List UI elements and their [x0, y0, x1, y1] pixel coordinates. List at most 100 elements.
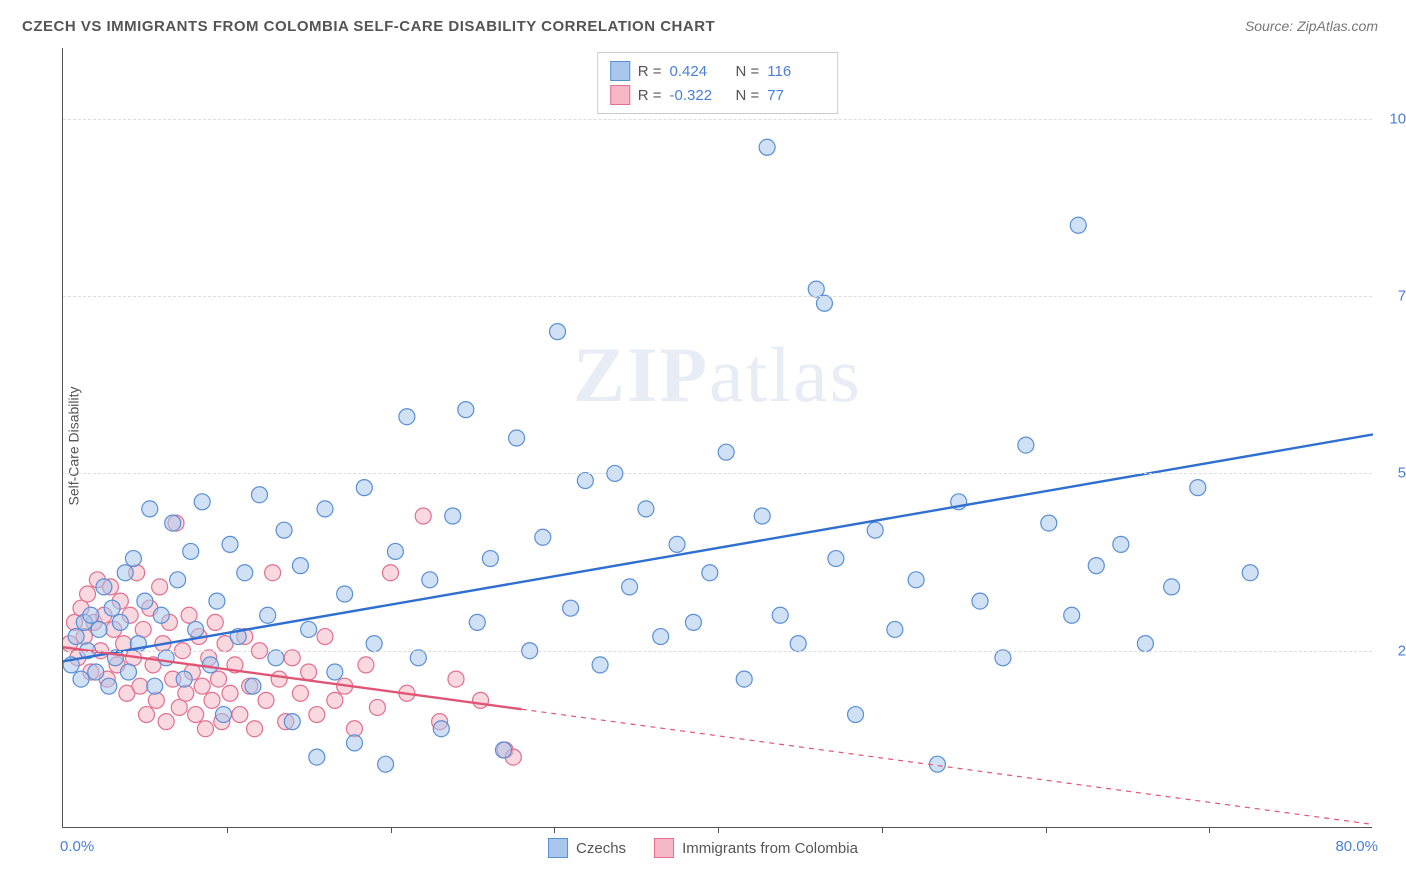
scatter-point-czechs — [268, 650, 284, 666]
scatter-point-czechs — [669, 536, 685, 552]
scatter-point-czechs — [183, 543, 199, 559]
scatter-point-colombia — [232, 707, 248, 723]
scatter-point-czechs — [117, 565, 133, 581]
scatter-point-czechs — [137, 593, 153, 609]
scatter-point-czechs — [638, 501, 654, 517]
scatter-point-czechs — [176, 671, 192, 687]
y-tick-label: 5.0% — [1377, 465, 1406, 482]
scatter-point-czechs — [754, 508, 770, 524]
scatter-svg-layer — [63, 48, 1373, 828]
legend-row-colombia: R =-0.322N =77 — [610, 83, 826, 107]
scatter-point-czechs — [121, 664, 137, 680]
legend-swatch — [548, 838, 568, 858]
y-tick-label: 2.5% — [1377, 642, 1406, 659]
scatter-point-colombia — [194, 678, 210, 694]
scatter-point-czechs — [73, 671, 89, 687]
scatter-point-czechs — [772, 607, 788, 623]
scatter-point-czechs — [170, 572, 186, 588]
scatter-point-czechs — [292, 558, 308, 574]
scatter-point-colombia — [178, 685, 194, 701]
legend-row-czechs: R = 0.424 N = 116 — [610, 59, 826, 83]
scatter-point-colombia — [369, 699, 385, 715]
scatter-point-colombia — [301, 664, 317, 680]
x-axis-origin-label: 0.0% — [60, 838, 94, 855]
scatter-point-czechs — [808, 281, 824, 297]
correlation-legend: R = 0.424 N = 116 R =-0.322N =77 — [597, 52, 839, 114]
legend-bottom-item: Czechs — [548, 838, 626, 858]
scatter-point-czechs — [653, 629, 669, 645]
scatter-point-czechs — [317, 501, 333, 517]
legend-n-label: N = — [736, 63, 760, 80]
scatter-point-czechs — [1242, 565, 1258, 581]
gridline-horizontal — [63, 651, 1372, 652]
trend-line-czechs — [63, 434, 1373, 661]
scatter-point-czechs — [91, 621, 107, 637]
gridline-horizontal — [63, 473, 1372, 474]
scatter-point-czechs — [125, 551, 141, 567]
scatter-point-colombia — [171, 699, 187, 715]
scatter-point-czechs — [209, 593, 225, 609]
legend-bottom-label: Czechs — [576, 840, 626, 857]
scatter-point-czechs — [702, 565, 718, 581]
scatter-point-czechs — [563, 600, 579, 616]
scatter-point-colombia — [80, 586, 96, 602]
scatter-point-colombia — [181, 607, 197, 623]
scatter-point-colombia — [284, 650, 300, 666]
scatter-point-czechs — [399, 409, 415, 425]
scatter-point-colombia — [148, 692, 164, 708]
scatter-point-colombia — [158, 714, 174, 730]
scatter-point-colombia — [415, 508, 431, 524]
scatter-point-czechs — [1190, 480, 1206, 496]
scatter-point-czechs — [495, 742, 511, 758]
x-tick — [1046, 827, 1047, 833]
legend-r-label: R = — [638, 87, 662, 104]
scatter-point-czechs — [188, 621, 204, 637]
legend-swatch — [610, 61, 630, 81]
legend-r-value: 0.424 — [670, 63, 728, 80]
legend-n-value: 116 — [767, 63, 825, 80]
legend-n-label: N = — [736, 87, 760, 104]
scatter-point-colombia — [448, 671, 464, 687]
scatter-point-czechs — [887, 621, 903, 637]
scatter-point-czechs — [1137, 636, 1153, 652]
scatter-point-colombia — [292, 685, 308, 701]
scatter-point-colombia — [358, 657, 374, 673]
chart-title: CZECH VS IMMIGRANTS FROM COLOMBIA SELF-C… — [22, 18, 715, 35]
legend-r-label: R = — [638, 63, 662, 80]
scatter-point-czechs — [816, 295, 832, 311]
scatter-point-czechs — [346, 735, 362, 751]
scatter-point-czechs — [245, 678, 261, 694]
series-legend: Czechs Immigrants from Colombia — [548, 838, 858, 858]
scatter-point-czechs — [433, 721, 449, 737]
scatter-point-colombia — [271, 671, 287, 687]
x-tick — [391, 827, 392, 833]
scatter-point-czechs — [458, 402, 474, 418]
legend-swatch — [610, 85, 630, 105]
trend-line-dashed-colombia — [522, 709, 1374, 824]
x-tick — [554, 827, 555, 833]
scatter-point-czechs — [685, 614, 701, 630]
x-tick — [1209, 827, 1210, 833]
scatter-point-czechs — [194, 494, 210, 510]
gridline-horizontal — [63, 296, 1372, 297]
scatter-point-czechs — [147, 678, 163, 694]
scatter-point-colombia — [383, 565, 399, 581]
x-axis-max-label: 80.0% — [1335, 838, 1378, 855]
scatter-point-czechs — [1113, 536, 1129, 552]
x-tick — [718, 827, 719, 833]
legend-bottom-label: Immigrants from Colombia — [682, 840, 858, 857]
scatter-point-czechs — [535, 529, 551, 545]
scatter-point-czechs — [165, 515, 181, 531]
scatter-point-czechs — [96, 579, 112, 595]
scatter-plot-area: R =0.424N =116R =-0.322N =77 ZIPatlas 2.… — [62, 48, 1372, 828]
scatter-point-czechs — [337, 586, 353, 602]
scatter-point-colombia — [309, 707, 325, 723]
scatter-point-czechs — [104, 600, 120, 616]
scatter-point-czechs — [356, 480, 372, 496]
scatter-point-czechs — [622, 579, 638, 595]
scatter-point-czechs — [284, 714, 300, 730]
scatter-point-czechs — [252, 487, 268, 503]
scatter-point-czechs — [260, 607, 276, 623]
scatter-point-czechs — [101, 678, 117, 694]
scatter-point-colombia — [258, 692, 274, 708]
